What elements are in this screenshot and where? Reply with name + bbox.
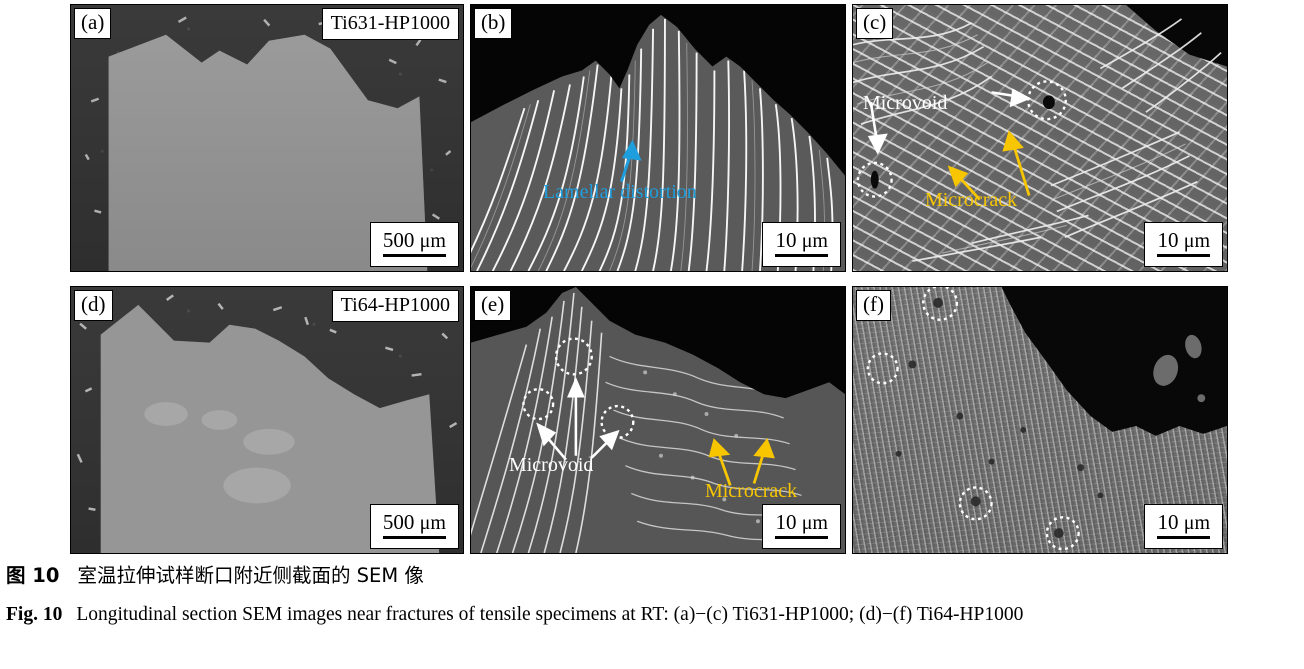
- annotation-microcrack-e: Microcrack: [704, 480, 798, 502]
- panel-a[interactable]: (a) Ti631-HP1000 500 μm: [70, 4, 464, 272]
- scale-value-f: 10: [1157, 510, 1179, 534]
- panel-f[interactable]: (f) 10 μm: [851, 286, 1228, 554]
- scale-unit-d: μm: [419, 512, 446, 534]
- figure-row-bottom: (d) Ti64-HP1000 500 μm: [70, 286, 1228, 554]
- annotation-microvoid-e: Microvoid: [508, 454, 594, 476]
- panel-d[interactable]: (d) Ti64-HP1000 500 μm: [70, 286, 464, 554]
- caption-english-label: Fig. 10: [6, 604, 63, 626]
- scale-unit-a: μm: [419, 230, 446, 252]
- panel-label-e: (e): [473, 290, 512, 321]
- caption-chinese-label: 图 10: [6, 564, 60, 587]
- panel-label-f: (f): [855, 290, 891, 321]
- caption-chinese: 图 10 室温拉伸试样断口附近侧截面的 SEM 像: [6, 562, 1298, 590]
- scale-bar-e: 10 μm: [762, 504, 841, 549]
- panel-label-c: (c): [855, 8, 894, 39]
- scale-value-b: 10: [775, 228, 797, 252]
- figure-panel-grid: (a) Ti631-HP1000 500 μm: [70, 4, 1228, 554]
- specimen-label-a: Ti631-HP1000: [321, 8, 459, 40]
- scale-value-c: 10: [1157, 228, 1179, 252]
- caption-english: Fig. 10 Longitudinal section SEM images n…: [6, 601, 1298, 629]
- annotation-microcrack-c: Microcrack: [924, 189, 1018, 211]
- scale-bar-d: 500 μm: [369, 504, 459, 549]
- figure-caption: 图 10 室温拉伸试样断口附近侧截面的 SEM 像 Fig. 10 Longitud…: [6, 562, 1298, 630]
- panel-label-b: (b): [473, 8, 513, 39]
- scale-unit-b: μm: [801, 230, 828, 252]
- specimen-label-d: Ti64-HP1000: [331, 290, 459, 322]
- figure-row-top: (a) Ti631-HP1000 500 μm: [70, 4, 1228, 272]
- scale-value-a: 500: [382, 228, 415, 252]
- scale-value-d: 500: [382, 510, 415, 534]
- scale-bar-f: 10 μm: [1144, 504, 1223, 549]
- caption-english-text: Longitudinal section SEM images near fra…: [76, 604, 1024, 626]
- panel-c[interactable]: Microvoid Microcrack (c) 10 μm: [851, 4, 1228, 272]
- annotation-microvoid-c: Microvoid: [862, 92, 948, 114]
- panel-label-d: (d): [74, 290, 113, 321]
- annotation-lamellar-distortion: Lamellar distortion: [542, 181, 697, 203]
- scale-unit-c: μm: [1183, 230, 1210, 252]
- scale-unit-f: μm: [1183, 512, 1210, 534]
- panel-b[interactable]: Lamellar distortion (b) 10 μm: [469, 4, 846, 272]
- panel-e[interactable]: Microvoid Microcrack (e) 10 μm: [469, 286, 846, 554]
- scale-value-e: 10: [775, 510, 797, 534]
- scale-bar-c: 10 μm: [1144, 222, 1223, 267]
- scale-bar-b: 10 μm: [762, 222, 841, 267]
- panel-label-a: (a): [74, 8, 112, 39]
- scale-bar-a: 500 μm: [369, 222, 459, 267]
- caption-chinese-text: 室温拉伸试样断口附近侧截面的 SEM 像: [77, 564, 424, 587]
- scale-unit-e: μm: [801, 512, 828, 534]
